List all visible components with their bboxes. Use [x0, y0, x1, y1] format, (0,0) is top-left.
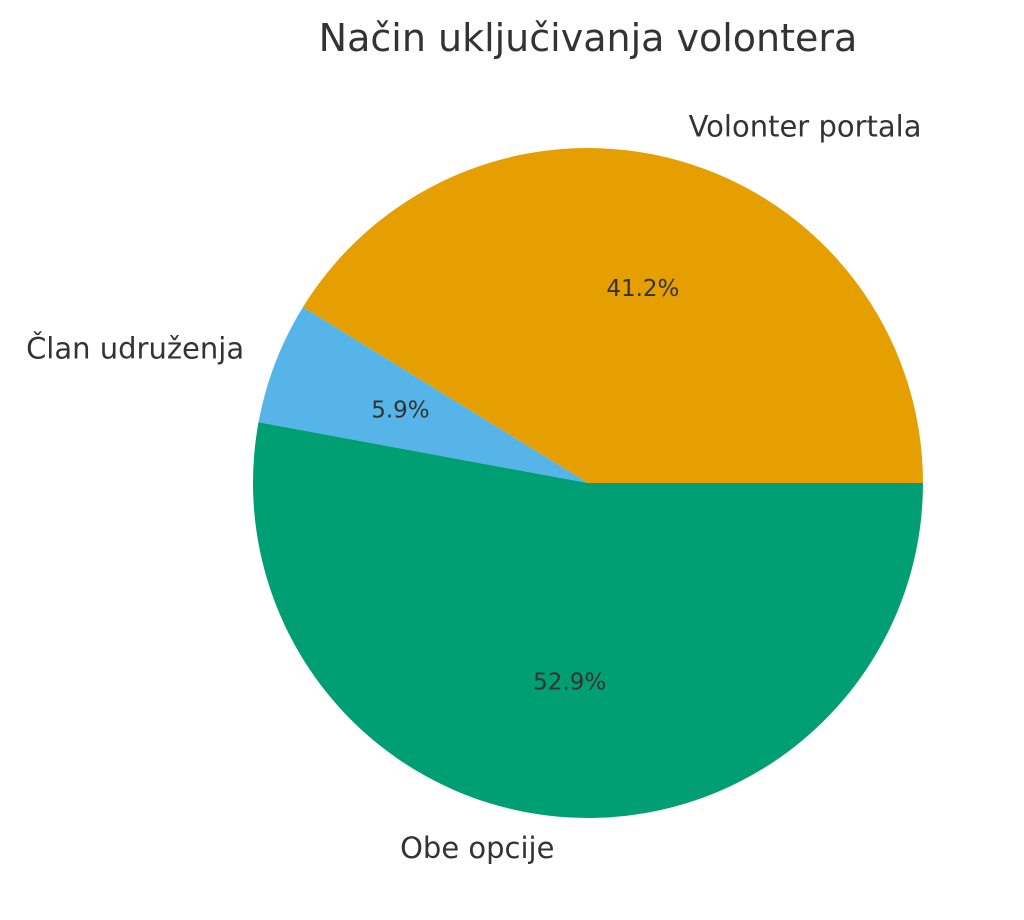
slice-percent-label: 41.2% — [606, 276, 679, 302]
pie-slice — [253, 422, 924, 818]
pie-slice — [258, 307, 588, 483]
chart-title: Način uključivanja volontera — [319, 16, 858, 60]
slice-percent-label: 52.9% — [533, 670, 606, 696]
pie-labels: Volonter portala 41.2% Član udruženja 5.9% O… — [26, 109, 921, 864]
slice-label: Volonter portala — [689, 109, 922, 143]
pie-slice — [302, 147, 924, 483]
slice-label: Član udruženja — [26, 332, 244, 366]
slice-label: Obe opcije — [400, 831, 554, 865]
pie-slices — [253, 147, 924, 818]
slice-percent-label: 5.9% — [371, 397, 429, 423]
